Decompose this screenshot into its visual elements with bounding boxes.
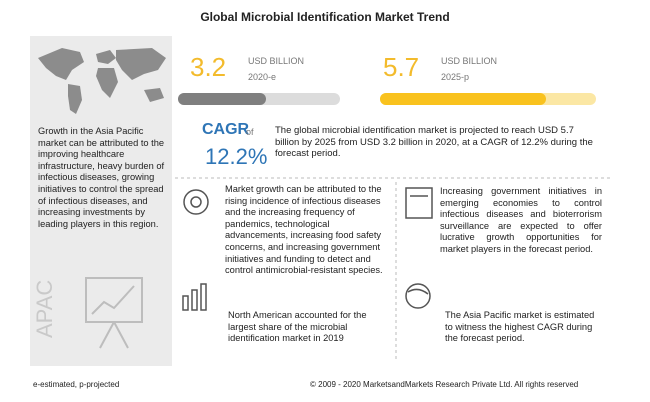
cagr-text: The global microbial identification mark… bbox=[275, 125, 593, 160]
value-2020: 3.2 bbox=[190, 52, 227, 82]
bar-2025-fill bbox=[380, 93, 546, 105]
insight-4: The Asia Pacific market is estimated to … bbox=[445, 310, 595, 344]
apac-text: Growth in the Asia Pacific market can be… bbox=[38, 126, 165, 229]
cagr-value: 12.2% bbox=[205, 144, 268, 169]
cagr-label: CAGR bbox=[202, 121, 250, 138]
year-2025: 2025-p bbox=[441, 72, 470, 82]
cagr-of: of bbox=[246, 127, 254, 137]
title: Global Microbial Identification Market T… bbox=[200, 10, 450, 24]
insight-2: Increasing government initiatives in eme… bbox=[440, 186, 602, 254]
apac-label: APAC bbox=[36, 280, 57, 338]
bar-2020-track bbox=[178, 93, 340, 105]
copyright: © 2009 - 2020 MarketsandMarkets Research… bbox=[310, 380, 579, 389]
insight-1: Market growth can be attributed to the r… bbox=[225, 184, 383, 276]
year-2020: 2020-e bbox=[248, 72, 277, 82]
apac-graphic: APAC bbox=[36, 277, 143, 349]
bar-2020-fill bbox=[178, 93, 266, 105]
world-map bbox=[38, 48, 166, 114]
bar-2025-track bbox=[380, 93, 596, 105]
unit-2025: USD BILLION bbox=[441, 56, 498, 66]
value-2025: 5.7 bbox=[383, 52, 420, 82]
insight-3: North American accounted for the largest… bbox=[228, 310, 367, 344]
footer-note: e-estimated, p-projected bbox=[33, 380, 120, 389]
unit-2020: USD BILLION bbox=[248, 56, 305, 66]
